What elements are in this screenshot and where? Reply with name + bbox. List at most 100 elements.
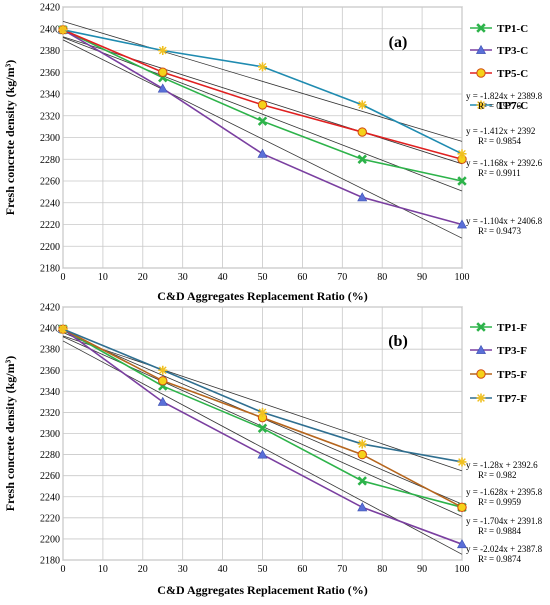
legend-entry-TP3-F: TP3-F	[497, 345, 527, 357]
data-point-TP7-C	[457, 149, 467, 159]
trendline	[62, 37, 463, 192]
x-tick-label: 80	[377, 272, 387, 283]
data-point-TP5-F	[158, 376, 168, 386]
y-tick-label: 2340	[40, 90, 60, 101]
x-tick-label: 0	[61, 564, 66, 575]
data-point-TP7-F	[457, 457, 467, 467]
data-point-TP1-C	[257, 116, 268, 126]
x-tick-label: 60	[297, 272, 307, 283]
x-tick-label: 100	[455, 272, 470, 283]
panel-b: 0 10 20 30 40 50 60 70 80 90 100 2180 2200 2220 2240 22…	[3, 303, 543, 598]
data-point-TP7-F	[258, 407, 267, 417]
x-tick-label: 20	[138, 272, 148, 283]
y-tick-label: 2280	[40, 155, 60, 166]
data-point-TP1-F	[257, 423, 268, 433]
data-point-TP3-F	[257, 449, 268, 459]
x-tick-label: 10	[98, 272, 108, 283]
data-point-TP7-C	[158, 46, 168, 55]
x-tick-label: 10	[98, 564, 108, 575]
x-tick-label: 80	[377, 564, 387, 575]
legend-entry-TP7-C: TP7-C	[497, 100, 528, 112]
trendline-r2: R² = 0.9776	[478, 101, 522, 111]
x-tick-label: 30	[178, 564, 188, 575]
y-tick-label: 2180	[40, 264, 60, 275]
panel-label: (a)	[389, 34, 408, 51]
legend-entry-TP5-C: TP5-C	[497, 68, 528, 80]
data-point-TP5-C	[158, 67, 168, 77]
trendline-r2: R² = 0.9911	[478, 168, 521, 178]
panel-label: (b)	[388, 333, 408, 350]
y-tick-label: 2400	[40, 324, 60, 335]
data-point-TP5-C	[357, 127, 367, 137]
x-tick-label: 60	[297, 564, 307, 575]
legend-entry-TP3-C: TP3-C	[497, 45, 528, 57]
y-tick-label: 2300	[40, 429, 60, 440]
y-tick-label: 2320	[40, 408, 60, 419]
x-tick-label: 50	[258, 272, 268, 283]
y-tick-label: 2200	[40, 242, 60, 253]
legend-entry-TP1-F: TP1-F	[497, 322, 527, 334]
data-point-TP1-C	[357, 154, 367, 164]
x-tick-label: 30	[178, 272, 188, 283]
data-point-TP1-F	[357, 476, 367, 486]
data-point-TP7-C	[58, 25, 68, 35]
y-tick-label: 2380	[40, 46, 60, 57]
trendline-equation: y = -1.412x + 2392	[466, 126, 535, 136]
trendline-r2: R² = 0.9854	[478, 136, 522, 146]
data-point-TP3-C	[157, 83, 168, 93]
y-tick-label: 2340	[40, 387, 60, 398]
y-tick-label: 2420	[40, 303, 60, 314]
data-point-TP7-F	[58, 324, 68, 334]
y-tick-label: 2420	[40, 3, 60, 14]
x-tick-label: 90	[417, 564, 427, 575]
y-tick-label: 2240	[40, 198, 60, 209]
y-tick-label: 2360	[40, 68, 60, 79]
trendline-equation: y = -2.024x + 2387.8	[466, 544, 543, 554]
data-point-TP5-F	[457, 502, 467, 512]
trendline-equation: y = -1.824x + 2389.8	[466, 91, 543, 101]
legend-marker-TP1-C	[476, 23, 486, 33]
trendline-r2: R² = 0.982	[478, 470, 517, 480]
y-tick-label: 2360	[40, 366, 60, 377]
trendline	[62, 335, 463, 472]
x-tick-label: 50	[258, 564, 268, 575]
trendline-r2: R² = 0.9959	[478, 497, 522, 507]
trendline-equation: y = -1.28x + 2392.6	[466, 460, 538, 470]
y-axis-title: Fresh concrete density (kg/m³)	[3, 356, 17, 511]
data-point-TP7-F	[158, 365, 168, 375]
data-point-TP3-C	[257, 148, 268, 158]
legend-entry-TP1-C: TP1-C	[497, 23, 528, 35]
data-point-TP3-C	[456, 219, 468, 229]
y-axis-title: Fresh concrete density (kg/m³)	[3, 60, 17, 215]
legend-entry-TP5-F: TP5-F	[497, 369, 527, 381]
data-point-TP3-F	[357, 502, 368, 512]
y-tick-label: 2300	[40, 133, 60, 144]
y-tick-label: 2240	[40, 492, 60, 503]
x-tick-label: 70	[337, 564, 347, 575]
x-tick-label: 90	[417, 272, 427, 283]
trendline-equation: y = -1.704x + 2391.8	[466, 516, 543, 526]
y-tick-label: 2320	[40, 111, 60, 122]
trendline-r2: R² = 0.9874	[478, 554, 522, 564]
trendline	[62, 39, 463, 239]
x-axis-title: C&D Aggregates Replacement Ratio (%)	[157, 289, 367, 303]
y-tick-label: 2200	[40, 534, 60, 545]
trendline-r2: R² = 0.9473	[478, 226, 522, 236]
data-point-TP5-F	[357, 449, 367, 460]
legend-marker-TP7-C	[476, 100, 486, 110]
y-tick-label: 2220	[40, 513, 60, 524]
panel-a: 0 10 20 30 40 50 60 70 80 90 100 2180 2200 2220 2240 22…	[3, 3, 543, 304]
x-tick-label: 70	[337, 272, 347, 283]
data-point-TP3-C	[357, 192, 368, 202]
data-point-TP5-C	[257, 100, 268, 110]
y-tick-label: 2260	[40, 471, 60, 482]
y-tick-label: 2400	[40, 24, 60, 35]
x-tick-label: 20	[138, 564, 148, 575]
data-point-TP3-F	[157, 396, 168, 406]
trendline-equation: y = -1.104x + 2406.8	[466, 216, 543, 226]
legend-marker-TP7-F	[476, 393, 486, 403]
x-tick-label: 40	[218, 272, 228, 283]
data-point-TP7-C	[258, 62, 267, 72]
